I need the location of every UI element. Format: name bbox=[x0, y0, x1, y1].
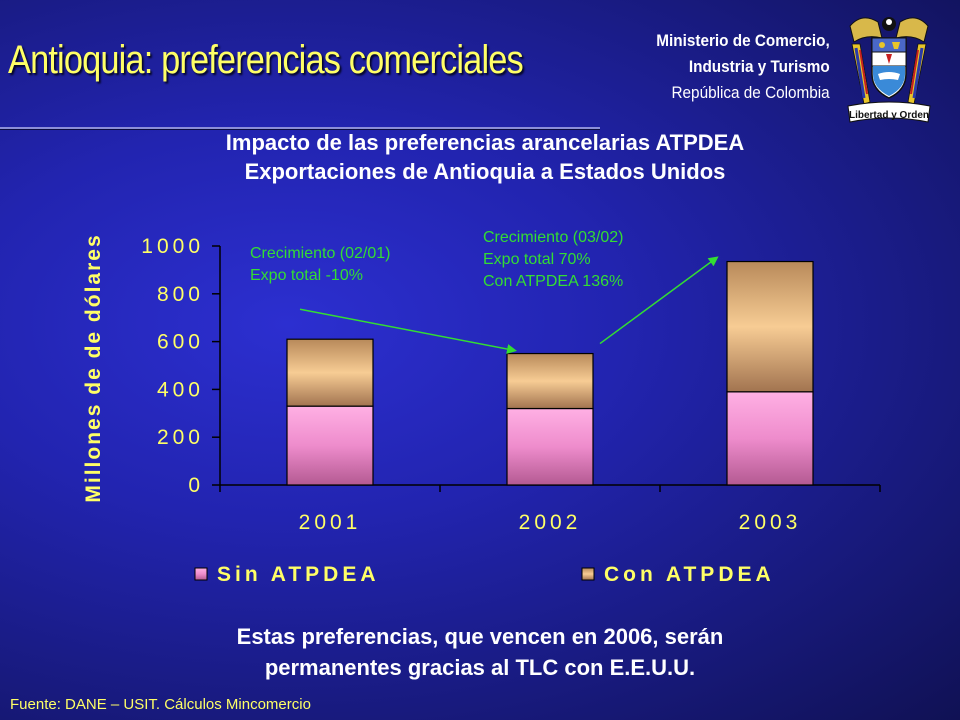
coat-of-arms-icon: Libertad y Orden bbox=[847, 17, 931, 123]
x-tick-label: 2003 bbox=[739, 511, 802, 534]
legend-swatch-con-atpdea bbox=[581, 567, 595, 581]
bar-sin-atpdea-2001 bbox=[286, 405, 374, 486]
ministry-line-3: República de Colombia bbox=[671, 83, 830, 102]
ministry-line-1: Ministerio de Comercio, bbox=[656, 31, 830, 50]
annotation-1-line-2: Expo total -10% bbox=[250, 267, 363, 284]
annotation-2-line-1: Crecimiento (03/02) bbox=[483, 229, 624, 246]
growth-arrow-2003 bbox=[599, 256, 719, 345]
bottom-note-line-1: Estas preferencias, que vencen en 2006, … bbox=[236, 624, 724, 649]
bar-con-atpdea-2001 bbox=[286, 338, 374, 407]
crest-motto: Libertad y Orden bbox=[849, 110, 929, 121]
y-tick-label: 800 bbox=[157, 283, 204, 306]
bar-con-atpdea-2002 bbox=[506, 352, 594, 410]
annotation-1-line-1: Crecimiento (02/01) bbox=[250, 245, 391, 262]
slide-title: Antioquia: preferencias comerciales bbox=[8, 38, 524, 82]
chart-title-line-2: Exportaciones de Antioquia a Estados Uni… bbox=[244, 159, 726, 184]
title-divider bbox=[0, 127, 600, 129]
bar-sin-atpdea-2002 bbox=[506, 407, 594, 486]
chart-title: Impacto de las preferencias arancelarias… bbox=[120, 128, 850, 186]
source-note: Fuente: DANE – USIT. Cálculos Mincomerci… bbox=[10, 696, 311, 713]
legend-label-sin-atpdea: Sin ATPDEA bbox=[217, 563, 380, 586]
bottom-note-line-2: permanentes gracias al TLC con E.E.U.U. bbox=[264, 655, 696, 680]
y-axis-label: Millones de de dólares bbox=[82, 233, 105, 502]
bar-sin-atpdea-2003 bbox=[726, 391, 814, 486]
x-tick-label: 2001 bbox=[299, 511, 362, 534]
ministry-block: Ministerio de Comercio, Industria y Turi… bbox=[657, 28, 830, 106]
legend-label-con-atpdea: Con ATPDEA bbox=[604, 563, 775, 586]
y-tick-label: 0 bbox=[188, 474, 204, 497]
y-tick-label: 200 bbox=[157, 426, 204, 449]
x-tick-label: 2002 bbox=[519, 511, 582, 534]
legend-swatch-sin-atpdea bbox=[194, 567, 208, 581]
growth-arrow-2002 bbox=[299, 308, 517, 354]
bar-con-atpdea-2003 bbox=[726, 260, 814, 393]
annotation-2-line-2: Expo total 70% bbox=[483, 251, 591, 268]
chart-title-line-1: Impacto de las preferencias arancelarias… bbox=[225, 130, 745, 155]
annotation-2-line-3: Con ATPDEA 136% bbox=[483, 273, 623, 290]
bottom-note: Estas preferencias, que vencen en 2006, … bbox=[150, 621, 810, 683]
y-tick-label: 400 bbox=[157, 378, 204, 401]
ministry-line-2: Industria y Turismo bbox=[689, 57, 830, 76]
y-tick-label: 600 bbox=[157, 331, 204, 354]
y-tick-label: 1000 bbox=[141, 235, 204, 258]
